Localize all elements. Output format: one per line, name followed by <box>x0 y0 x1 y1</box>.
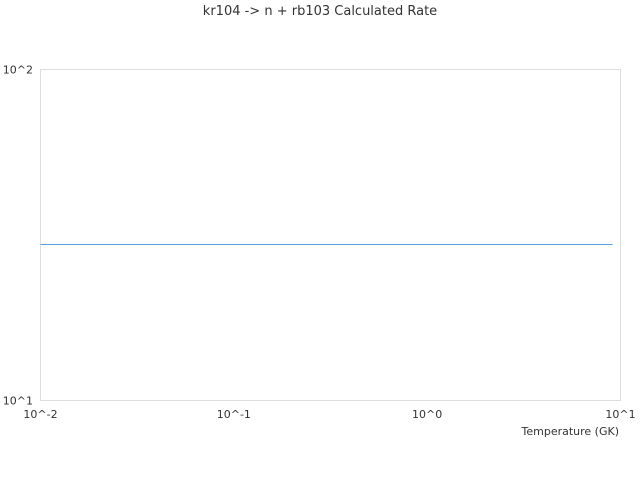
x-tick-label: 10^-2 <box>23 408 57 421</box>
plot-area <box>40 69 621 401</box>
y-tick-label: 10^1 <box>3 395 33 408</box>
x-tick-label: 10^0 <box>412 408 442 421</box>
x-tick-label: 10^1 <box>605 408 635 421</box>
x-axis-label: Temperature (GK) <box>521 425 620 438</box>
y-tick-label: 10^2 <box>3 64 33 77</box>
chart-title: kr104 -> n + rb103 Calculated Rate <box>202 4 438 19</box>
x-tick-label: 10^-1 <box>217 408 251 421</box>
